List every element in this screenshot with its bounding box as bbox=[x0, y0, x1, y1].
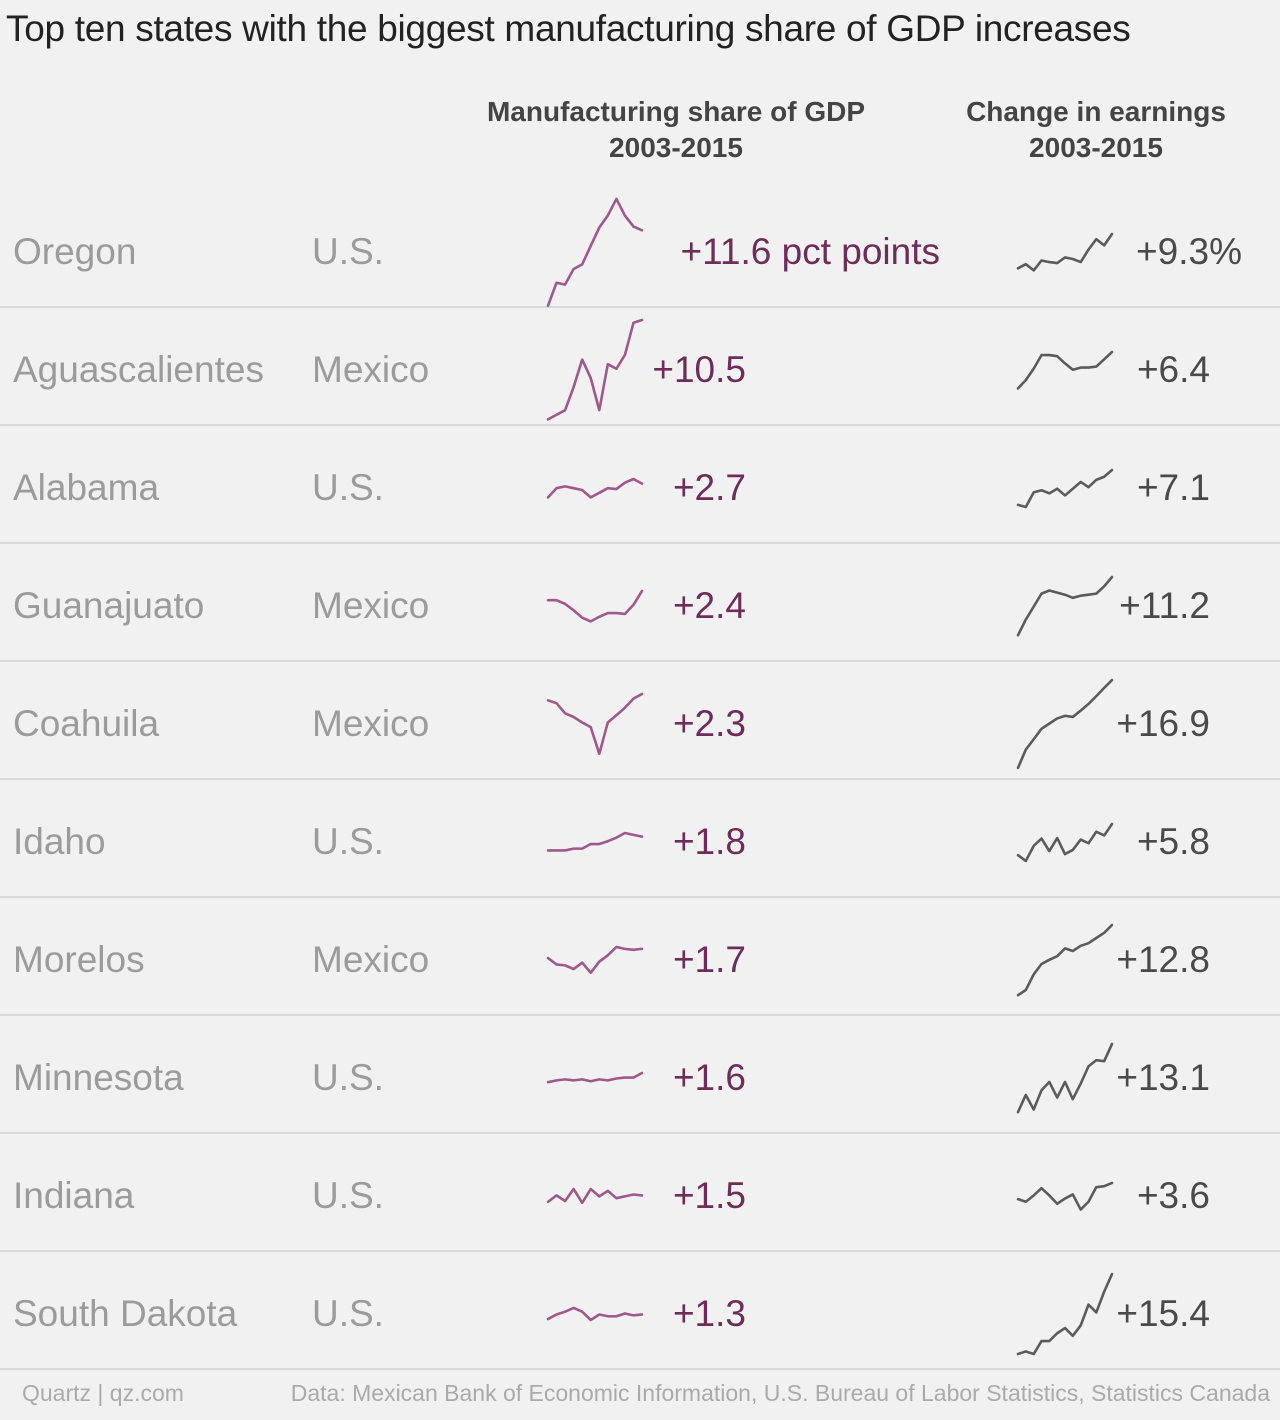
table-row: Alabama U.S. +2.7 +7.1 bbox=[0, 424, 1280, 544]
mfg-change-value: +2.4 bbox=[672, 585, 746, 626]
mfg-sparkline bbox=[546, 831, 644, 852]
country-name: U.S. bbox=[312, 467, 384, 508]
earn-sparkline bbox=[1016, 468, 1114, 508]
mfg-sparkline-line bbox=[546, 477, 644, 499]
chart-title: Top ten states with the biggest manufact… bbox=[6, 8, 1131, 49]
earn-change-value: +6.4 bbox=[1136, 349, 1210, 390]
mfg-sparkline-line bbox=[546, 589, 644, 623]
mfg-sparkline bbox=[546, 318, 644, 421]
earn-change-value: +12.8 bbox=[1116, 939, 1210, 980]
footer-source: Data: Mexican Bank of Economic Informati… bbox=[290, 1380, 1270, 1406]
mfg-sparkline bbox=[546, 477, 644, 499]
mfg-change-value: +2.3 bbox=[672, 703, 746, 744]
earn-sparkline-line bbox=[1016, 575, 1114, 637]
earn-sparkline-line bbox=[1016, 350, 1114, 390]
earn-sparkline bbox=[1016, 1272, 1114, 1356]
earn-change-value: +7.1 bbox=[1136, 467, 1210, 508]
state-name: Aguascalientes bbox=[13, 349, 264, 390]
mfg-sparkline-line bbox=[546, 318, 644, 421]
earn-sparkline-line bbox=[1016, 1272, 1114, 1356]
mfg-sparkline-line bbox=[546, 831, 644, 852]
country-name: U.S. bbox=[312, 231, 384, 272]
earn-change-value: +11.2 bbox=[1119, 585, 1210, 626]
earn-change-value: +16.9 bbox=[1116, 703, 1210, 744]
earn-sparkline bbox=[1016, 1181, 1114, 1211]
mfg-sparkline bbox=[546, 945, 644, 975]
country-name: Mexico bbox=[312, 939, 430, 980]
country-name: Mexico bbox=[312, 349, 430, 390]
mfg-change-value: +2.7 bbox=[672, 467, 746, 508]
mfg-sparkline-line bbox=[546, 1187, 644, 1205]
mfg-change-value: +1.6 bbox=[672, 1057, 746, 1098]
mfg-sparkline-line bbox=[546, 945, 644, 975]
header-earnings-change: Change in earnings 2003-2015 bbox=[946, 94, 1246, 166]
state-name: Morelos bbox=[13, 939, 145, 980]
table-row: Aguascalientes Mexico +10.5 +6.4 bbox=[0, 306, 1280, 426]
country-name: U.S. bbox=[312, 821, 384, 862]
state-name: Minnesota bbox=[13, 1057, 184, 1098]
header-manufacturing-line1: Manufacturing share of GDP bbox=[486, 96, 866, 127]
table-row: Coahuila Mexico +2.3 +16.9 bbox=[0, 660, 1280, 780]
earn-change-value: +5.8 bbox=[1136, 821, 1210, 862]
state-name: Alabama bbox=[13, 467, 160, 508]
mfg-sparkline-line bbox=[546, 197, 644, 307]
earn-change-value: +3.6 bbox=[1136, 1175, 1210, 1216]
earn-sparkline bbox=[1016, 350, 1114, 390]
country-name: Mexico bbox=[312, 585, 430, 626]
earn-sparkline-line bbox=[1016, 1042, 1114, 1114]
state-name: Indiana bbox=[13, 1175, 135, 1216]
mfg-sparkline bbox=[546, 1072, 644, 1084]
mfg-sparkline bbox=[546, 1306, 644, 1322]
table-row: Oregon U.S. +11.6 pct points +9.3% bbox=[0, 188, 1280, 308]
earn-sparkline-line bbox=[1016, 232, 1114, 272]
state-name: Coahuila bbox=[13, 703, 160, 744]
earn-sparkline bbox=[1016, 822, 1114, 862]
header-manufacturing-share: Manufacturing share of GDP 2003-2015 bbox=[456, 94, 896, 166]
header-earnings-line2: 2003-2015 bbox=[1029, 132, 1163, 163]
earn-sparkline-line bbox=[1016, 822, 1114, 862]
mfg-change-value: +1.8 bbox=[672, 821, 746, 862]
mfg-change-value: +1.7 bbox=[672, 939, 746, 980]
earn-sparkline-line bbox=[1016, 468, 1114, 508]
header-earnings-line1: Change in earnings bbox=[966, 96, 1226, 127]
earn-sparkline-line bbox=[1016, 678, 1114, 770]
state-name: South Dakota bbox=[13, 1293, 238, 1334]
country-name: U.S. bbox=[312, 1293, 384, 1334]
earn-sparkline bbox=[1016, 678, 1114, 770]
table-row: South Dakota U.S. +1.3 +15.4 bbox=[0, 1250, 1280, 1370]
country-name: U.S. bbox=[312, 1057, 384, 1098]
mfg-sparkline bbox=[546, 197, 644, 307]
mfg-sparkline bbox=[546, 1187, 644, 1205]
mfg-sparkline bbox=[546, 589, 644, 623]
earn-sparkline bbox=[1016, 1042, 1114, 1114]
earn-change-value: +9.3% bbox=[1136, 231, 1242, 272]
mfg-change-value: +11.6 pct points bbox=[680, 231, 940, 272]
header-manufacturing-line2: 2003-2015 bbox=[609, 132, 743, 163]
table-row: Minnesota U.S. +1.6 +13.1 bbox=[0, 1014, 1280, 1134]
table-row: Morelos Mexico +1.7 +12.8 bbox=[0, 896, 1280, 1016]
mfg-sparkline-line bbox=[546, 692, 644, 756]
earn-sparkline bbox=[1016, 232, 1114, 272]
state-name: Idaho bbox=[13, 821, 106, 862]
earn-change-value: +15.4 bbox=[1116, 1293, 1210, 1334]
mfg-change-value: +1.5 bbox=[672, 1175, 746, 1216]
mfg-change-value: +10.5 bbox=[652, 349, 746, 390]
table-row: Guanajuato Mexico +2.4 +11.2 bbox=[0, 542, 1280, 662]
mfg-sparkline bbox=[546, 692, 644, 756]
table-row: Idaho U.S. +1.8 +5.8 bbox=[0, 778, 1280, 898]
table-row: Indiana U.S. +1.5 +3.6 bbox=[0, 1132, 1280, 1252]
state-name: Guanajuato bbox=[13, 585, 205, 626]
mfg-change-value: +1.3 bbox=[672, 1293, 746, 1334]
country-name: Mexico bbox=[312, 703, 430, 744]
state-name: Oregon bbox=[13, 231, 137, 272]
earn-sparkline-line bbox=[1016, 1181, 1114, 1211]
earn-sparkline bbox=[1016, 923, 1114, 997]
mfg-sparkline-line bbox=[546, 1072, 644, 1084]
earn-sparkline bbox=[1016, 575, 1114, 637]
earn-change-value: +13.1 bbox=[1116, 1057, 1210, 1098]
mfg-sparkline-line bbox=[546, 1306, 644, 1322]
footer-brand: Quartz | qz.com bbox=[22, 1380, 184, 1406]
country-name: U.S. bbox=[312, 1175, 384, 1216]
earn-sparkline-line bbox=[1016, 923, 1114, 997]
